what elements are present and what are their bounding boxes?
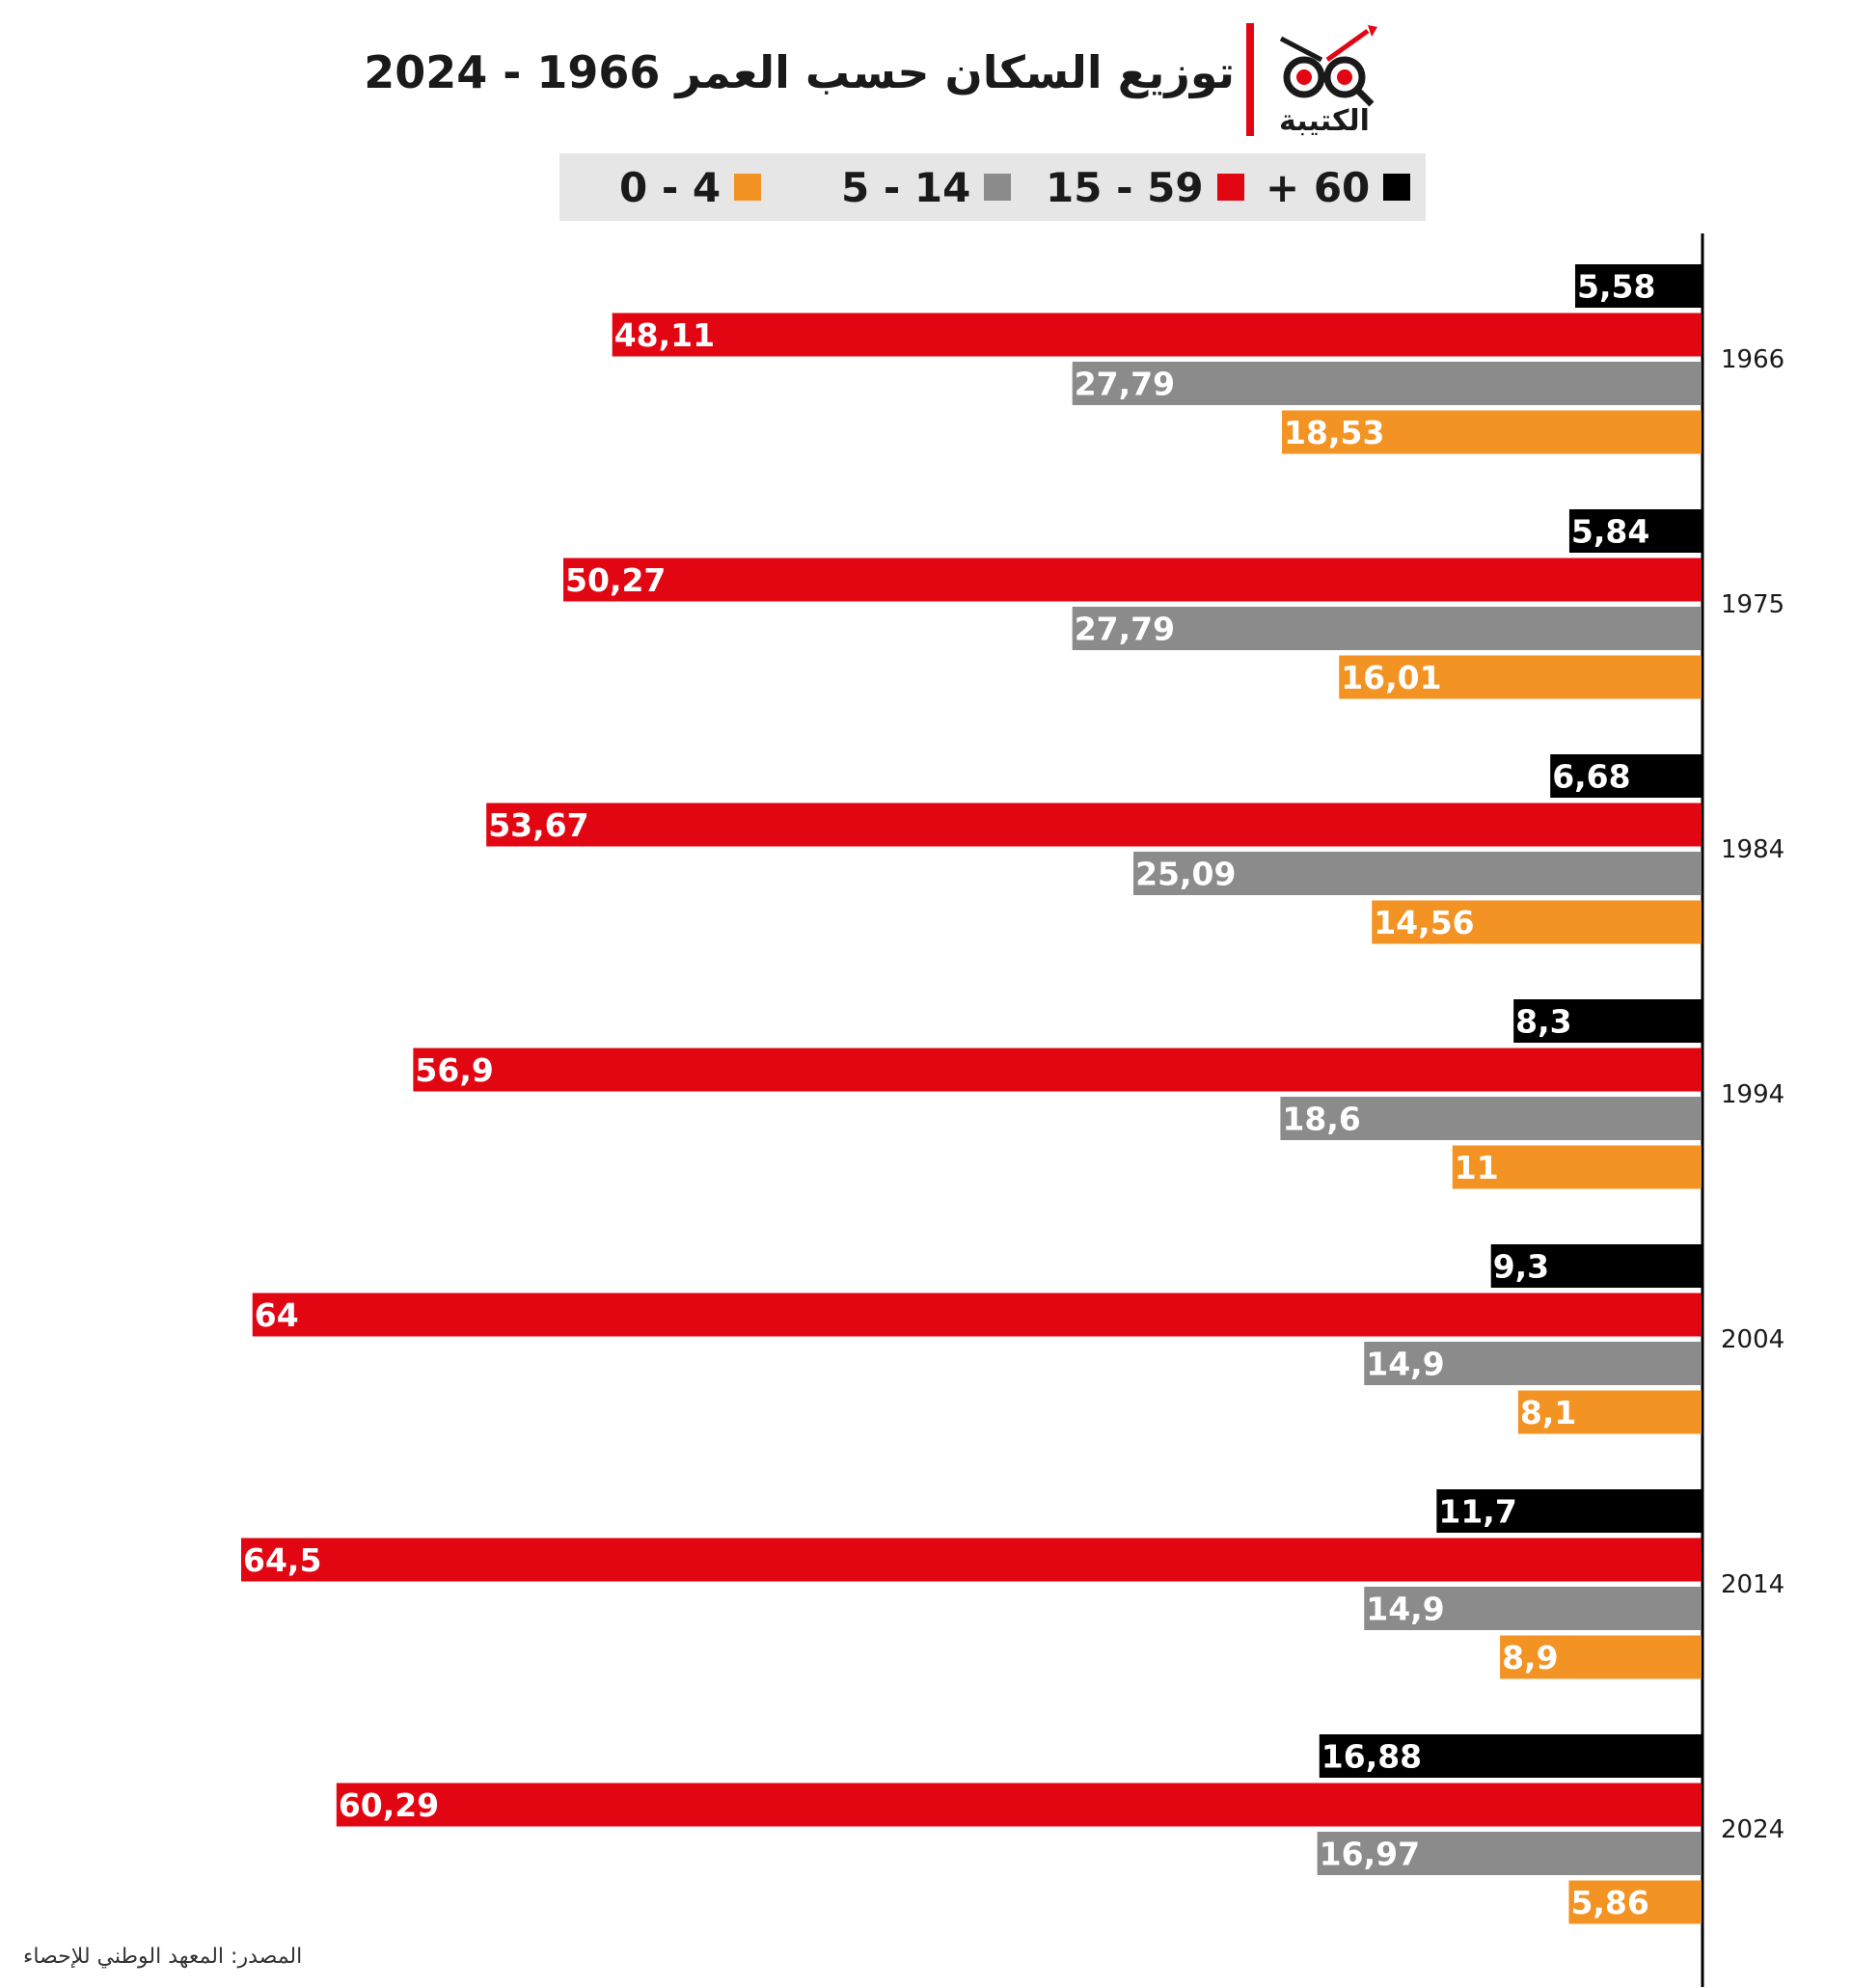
bar-2024-15-59 bbox=[336, 1783, 1702, 1827]
bar-1994-15-59 bbox=[413, 1048, 1702, 1092]
data-label: 9,3 bbox=[1493, 1248, 1549, 1286]
bar-1994-5-14 bbox=[1280, 1097, 1702, 1140]
data-label: 11,7 bbox=[1438, 1493, 1516, 1531]
data-label: 27,79 bbox=[1075, 366, 1175, 403]
data-label: 14,56 bbox=[1374, 904, 1474, 941]
data-label: 50,27 bbox=[565, 561, 666, 599]
legend-item-60plus: + 60 bbox=[1266, 153, 1411, 221]
bar-2014-15-59 bbox=[241, 1538, 1702, 1582]
bar-1975-5-14 bbox=[1072, 607, 1702, 650]
legend-item-5-14: 5 - 14 bbox=[841, 153, 1012, 221]
legend-label-60plus: + 60 bbox=[1266, 163, 1371, 211]
y-tick-label: 2014 bbox=[1721, 1570, 1784, 1599]
legend-swatch-0-4 bbox=[734, 174, 762, 201]
bar-chart: 5,58 48,11 27,79 18,53 1966 5,84 50,27 27,79 16,… bbox=[241, 233, 1784, 1987]
data-label: 6,68 bbox=[1552, 758, 1630, 796]
data-label: 14,9 bbox=[1366, 1346, 1444, 1383]
y-tick-label: 2024 bbox=[1721, 1815, 1784, 1844]
bar-2024-0-4 bbox=[1568, 1880, 1702, 1924]
bar-1984-60 bbox=[1550, 754, 1702, 798]
data-label: 14,9 bbox=[1366, 1591, 1444, 1628]
legend-box: 0 - 4 5 - 14 15 - 59 + 60 bbox=[559, 153, 1426, 221]
legend-label-15-59: 15 - 59 bbox=[1046, 163, 1204, 211]
data-label: 5,84 bbox=[1571, 513, 1649, 551]
header: توزيع السكان حسب العمر 1966 - 2024 الكتي… bbox=[0, 0, 1852, 145]
bar-1966-0-4 bbox=[1282, 410, 1702, 454]
bar-2004-0-4 bbox=[1517, 1390, 1702, 1434]
legend-swatch-15-59 bbox=[1216, 174, 1244, 201]
legend-item-15-59: 15 - 59 bbox=[1046, 153, 1244, 221]
title-divider bbox=[1246, 23, 1254, 136]
data-label: 64,5 bbox=[243, 1541, 321, 1579]
bar-1966-60 bbox=[1575, 264, 1702, 308]
y-tick-label: 1966 bbox=[1721, 345, 1784, 374]
legend-label-5-14: 5 - 14 bbox=[841, 163, 971, 211]
bar-1975-60 bbox=[1568, 509, 1702, 553]
data-label: 16,88 bbox=[1321, 1738, 1422, 1776]
data-label: 18,6 bbox=[1282, 1101, 1360, 1138]
data-label: 25,09 bbox=[1135, 856, 1236, 893]
data-label: 16,97 bbox=[1320, 1836, 1420, 1873]
legend-swatch-5-14 bbox=[984, 174, 1012, 201]
data-label: 11 bbox=[1455, 1149, 1499, 1186]
bar-1994-0-4 bbox=[1452, 1145, 1702, 1189]
bar-1975-0-4 bbox=[1339, 655, 1702, 699]
data-label: 27,79 bbox=[1075, 611, 1175, 648]
bar-2004-60 bbox=[1490, 1244, 1702, 1288]
legend-label-0-4: 0 - 4 bbox=[619, 163, 722, 211]
data-label: 56,9 bbox=[415, 1051, 493, 1089]
logo-wordmark: الكتيبة bbox=[1279, 104, 1370, 138]
data-label: 5,86 bbox=[1570, 1884, 1648, 1921]
bar-2024-60 bbox=[1319, 1734, 1702, 1778]
bar-1984-15-59 bbox=[486, 803, 1702, 847]
y-tick-label: 1984 bbox=[1721, 835, 1784, 864]
legend-item-0-4: 0 - 4 bbox=[619, 153, 762, 221]
bar-2014-5-14 bbox=[1364, 1587, 1702, 1630]
y-tick-label: 1975 bbox=[1721, 590, 1784, 619]
data-label: 16,01 bbox=[1341, 659, 1441, 696]
bar-2024-5-14 bbox=[1317, 1832, 1702, 1875]
bar-2004-5-14 bbox=[1364, 1342, 1702, 1385]
y-tick-label: 2004 bbox=[1721, 1325, 1784, 1354]
chart-title: توزيع السكان حسب العمر 1966 - 2024 bbox=[364, 46, 1235, 98]
bar-1984-5-14 bbox=[1133, 852, 1702, 895]
data-label: 48,11 bbox=[614, 316, 715, 354]
source-note: المصدر: المعهد الوطني للإحصاء bbox=[23, 1945, 303, 1969]
bar-2014-0-4 bbox=[1500, 1635, 1702, 1679]
bar-1984-0-4 bbox=[1372, 900, 1702, 944]
bar-2004-15-59 bbox=[252, 1293, 1702, 1337]
bar-1966-5-14 bbox=[1072, 362, 1702, 405]
data-label: 60,29 bbox=[339, 1786, 439, 1824]
y-tick-label: 1994 bbox=[1721, 1080, 1784, 1109]
data-label: 5,58 bbox=[1577, 268, 1655, 306]
data-label: 8,9 bbox=[1502, 1639, 1558, 1676]
data-label: 64 bbox=[255, 1296, 299, 1334]
data-label: 53,67 bbox=[488, 806, 588, 844]
logo-icon bbox=[1279, 25, 1377, 107]
bar-1975-15-59 bbox=[563, 558, 1702, 602]
data-label: 8,1 bbox=[1520, 1394, 1576, 1431]
data-label: 8,3 bbox=[1515, 1003, 1571, 1041]
legend-swatch-60plus bbox=[1383, 174, 1411, 201]
bar-2014-60 bbox=[1436, 1489, 1702, 1533]
bar-1966-15-59 bbox=[612, 313, 1702, 357]
bar-1994-60 bbox=[1513, 999, 1702, 1043]
data-label: 18,53 bbox=[1284, 414, 1384, 451]
